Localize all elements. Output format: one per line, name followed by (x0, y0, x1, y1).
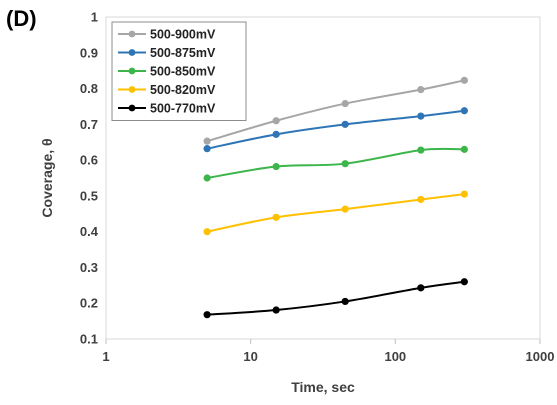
data-point (341, 99, 349, 108)
data-point (341, 297, 349, 306)
data-point (460, 278, 468, 286)
y-axis: 0.1 0.2 0.3 0.4 0.5 0.6 0.7 0.8 0.9 1 (80, 10, 99, 347)
series-line (207, 280, 465, 316)
legend-marker (128, 104, 136, 112)
data-point (203, 137, 211, 145)
legend-item: 500-900mV (118, 28, 216, 42)
data-point (272, 306, 280, 314)
legend-marker (128, 49, 136, 56)
data-point (460, 107, 468, 115)
x-tick-label: 100 (384, 349, 406, 364)
data-point (417, 146, 425, 154)
data-point (341, 160, 349, 168)
y-tick-label: 0.4 (80, 224, 99, 239)
series-500-770mV (203, 278, 468, 319)
series-500-900mV (203, 76, 468, 145)
y-tick-label: 1 (91, 10, 98, 25)
data-point (203, 311, 211, 319)
data-point (460, 76, 468, 84)
data-point (417, 86, 425, 94)
series-500-875mV (203, 107, 468, 153)
data-point (460, 145, 468, 153)
data-point (341, 120, 349, 128)
legend-label: 500-900mV (150, 28, 216, 42)
data-point (272, 117, 280, 125)
plot-area (105, 16, 541, 340)
data-point (417, 195, 425, 204)
legend-item: 500-875mV (118, 46, 216, 60)
data-point (417, 112, 425, 120)
legend-label: 500-770mV (150, 102, 216, 116)
y-tick-label: 0.2 (80, 296, 98, 311)
data-point (272, 213, 280, 221)
data-point (203, 174, 211, 182)
legend-label: 500-875mV (150, 46, 216, 60)
x-axis: 1 10 100 1000 (102, 339, 554, 364)
data-point (417, 284, 425, 292)
series-line (206, 147, 465, 179)
legend-item: 500-820mV (118, 83, 216, 97)
y-tick-label: 0.8 (80, 81, 98, 96)
x-tick-label: 10 (243, 349, 257, 364)
x-tick-label: 1 (102, 349, 109, 364)
y-tick-label: 0.7 (80, 117, 98, 132)
y-tick-label: 0.5 (80, 188, 98, 203)
series-line (206, 193, 465, 233)
series-500-850mV (203, 145, 468, 182)
data-point (272, 162, 280, 171)
y-tick-label: 0.9 (80, 45, 98, 60)
data-point (341, 205, 349, 213)
legend-item: 500-770mV (118, 102, 216, 116)
panel-label: (D) (6, 6, 37, 31)
data-point (460, 190, 468, 198)
x-axis-title: Time, sec (291, 379, 355, 395)
legend-marker (128, 67, 136, 75)
data-point (272, 130, 280, 138)
data-point (203, 145, 211, 153)
y-axis-title: Coverage, θ (39, 138, 55, 217)
legend-marker (128, 30, 136, 38)
legend-label: 500-820mV (150, 83, 216, 97)
x-tick-label: 1000 (526, 349, 555, 364)
legend-label: 500-850mV (150, 65, 216, 79)
legend-item: 500-850mV (118, 65, 216, 79)
series-layer (203, 76, 468, 319)
y-tick-label: 0.1 (80, 332, 98, 347)
series-500-820mV (203, 190, 468, 236)
y-tick-label: 0.6 (80, 153, 98, 168)
y-tick-label: 0.3 (80, 260, 98, 275)
legend: 500-900mV 500-875mV 500-850mV 500-820mV 500-… (111, 21, 247, 121)
data-point (203, 228, 211, 236)
legend-marker (128, 86, 136, 93)
